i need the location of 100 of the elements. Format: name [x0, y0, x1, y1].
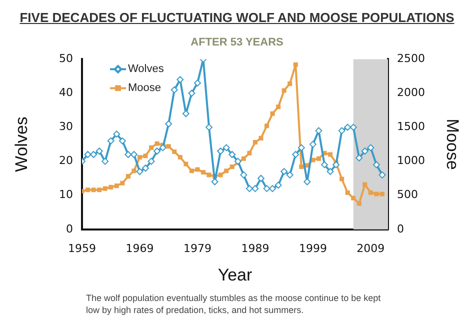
point	[264, 124, 270, 128]
point	[132, 168, 136, 174]
point	[292, 151, 300, 158]
point	[113, 130, 120, 138]
point	[320, 161, 328, 168]
y2-axis-title: Moose	[443, 118, 462, 170]
point	[316, 156, 321, 161]
point	[136, 168, 144, 176]
x-tick-label: 1989	[241, 242, 270, 255]
y-axis-title: Wolves	[12, 116, 31, 172]
point	[118, 137, 126, 144]
point	[241, 156, 246, 161]
point	[332, 161, 340, 168]
point	[326, 168, 334, 176]
point	[372, 161, 380, 168]
point	[350, 124, 357, 131]
point	[368, 190, 373, 195]
point	[286, 171, 294, 178]
point	[304, 178, 311, 186]
point	[218, 172, 223, 178]
point	[338, 127, 346, 134]
point	[276, 104, 281, 110]
point	[288, 81, 292, 86]
point	[149, 145, 154, 150]
point	[344, 124, 352, 131]
point	[206, 172, 212, 178]
y2-tick-label: 0	[397, 222, 404, 236]
point	[182, 110, 190, 118]
legend-label: Moose	[128, 82, 162, 94]
chart-title: FIVE DECADES OF FLUCTUATING WOLF AND MOOSE POPULATIONS	[18, 9, 456, 27]
point	[102, 158, 109, 165]
point	[114, 184, 119, 188]
point	[195, 167, 200, 172]
point	[246, 185, 253, 192]
point	[102, 186, 108, 191]
point	[380, 192, 384, 196]
y2-tick-label: 500	[397, 188, 418, 202]
point	[270, 111, 275, 116]
point	[165, 120, 172, 128]
point	[361, 148, 368, 155]
point	[240, 171, 248, 178]
point	[351, 196, 356, 200]
point	[148, 158, 155, 165]
point	[328, 152, 333, 157]
point	[252, 185, 259, 192]
point	[298, 144, 305, 152]
point	[247, 150, 252, 156]
point	[126, 174, 130, 179]
point	[206, 124, 213, 131]
point	[154, 141, 160, 146]
point	[96, 148, 103, 155]
point	[170, 86, 178, 94]
point	[176, 76, 184, 84]
chart-subtitle: AFTER 53 YEARS	[190, 36, 284, 49]
point	[367, 144, 374, 152]
y-tick-label: 20	[59, 154, 73, 168]
point	[142, 164, 150, 172]
point	[309, 140, 316, 148]
point	[340, 176, 344, 182]
point	[282, 88, 286, 93]
point	[263, 185, 270, 192]
point	[299, 164, 304, 170]
y2-tick-label: 1000	[397, 154, 425, 168]
point	[378, 171, 386, 178]
point	[356, 154, 363, 162]
y-tick-label: 10	[59, 188, 73, 202]
point	[91, 188, 96, 192]
point	[124, 151, 132, 158]
point	[194, 80, 201, 87]
point	[107, 137, 114, 144]
point	[252, 140, 258, 145]
point	[211, 178, 218, 186]
x-tick-label: 1969	[126, 242, 154, 255]
x-tick-label: 1999	[298, 242, 327, 255]
point	[224, 168, 229, 174]
point	[362, 182, 368, 187]
text: The wolf population eventually stumbles as the moose continue to be kept low by high rates of predation, ticks, and hot summers.	[86, 292, 382, 316]
y2-tick-label: 1500	[397, 120, 425, 134]
point	[120, 180, 125, 186]
point	[258, 136, 264, 140]
y-tick-label: 0	[66, 222, 73, 236]
y2-tick-label: 2500	[397, 52, 425, 66]
point	[222, 144, 230, 152]
point	[188, 90, 196, 97]
point	[137, 154, 142, 160]
legend-label: Wolves	[128, 63, 164, 76]
x-tick-label: 1959	[68, 242, 96, 255]
point	[159, 144, 166, 152]
point	[234, 158, 242, 165]
point	[217, 148, 224, 155]
point	[172, 150, 177, 154]
point	[293, 62, 298, 67]
point	[143, 154, 148, 158]
point	[108, 184, 114, 190]
x-axis-title: Year	[218, 265, 253, 284]
point	[269, 185, 276, 192]
point	[274, 182, 282, 189]
point	[130, 151, 138, 158]
y-tick-label: 30	[59, 120, 73, 134]
point	[374, 192, 379, 196]
